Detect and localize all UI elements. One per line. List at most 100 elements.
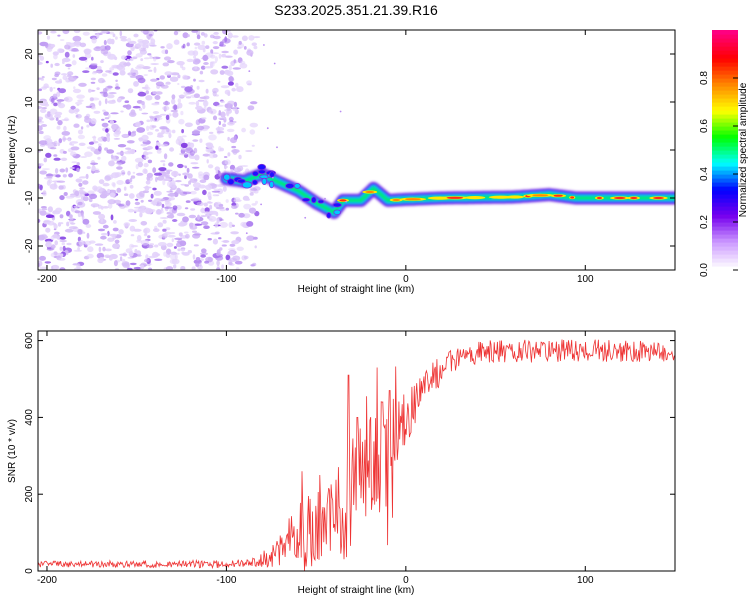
noise-blob	[231, 204, 238, 209]
noise-blob	[40, 233, 48, 240]
noise-blob	[40, 78, 44, 81]
noise-blob	[110, 233, 117, 237]
colorbar: 0.0 0.2 0.4 0.6 0.8 Normalized spectral ampl…	[699, 30, 749, 277]
noise-blob	[135, 121, 142, 128]
colorbar-cell	[712, 170, 738, 175]
noise-blob	[114, 129, 121, 135]
noise-blob	[88, 197, 93, 203]
noise-blob	[222, 38, 231, 44]
noise-blob	[53, 210, 57, 214]
noise-blob	[77, 236, 81, 242]
noise-blob	[144, 185, 150, 192]
noise-blob	[45, 173, 54, 177]
noise-blob	[112, 243, 121, 250]
noise-blob	[200, 221, 209, 226]
noise-blob	[166, 43, 173, 50]
noise-blob	[69, 214, 73, 219]
noise-blob	[191, 30, 199, 33]
noise-blob	[227, 102, 231, 109]
noise-blob	[205, 88, 209, 94]
snr-x-tick-label: 0	[403, 575, 409, 586]
noise-blob	[107, 199, 116, 205]
ridge-peak	[570, 196, 575, 199]
noise-blob	[60, 157, 68, 161]
noise-blob	[109, 233, 112, 236]
noise-blob	[188, 214, 197, 219]
heatmap-y-tick-label: -20	[24, 238, 35, 253]
noise-blob	[50, 63, 53, 68]
snr-series-line	[38, 339, 675, 571]
noise-blob	[41, 76, 45, 79]
noise-blob	[182, 74, 188, 80]
noise-blob	[205, 214, 212, 218]
noise-blob	[92, 211, 101, 215]
colorbar-cell	[712, 158, 738, 163]
noise-blob	[245, 150, 253, 152]
noise-blob	[77, 228, 83, 235]
colorbar-cell	[712, 70, 738, 75]
noise-blob	[45, 214, 55, 218]
heatmap-x-tick-label: 100	[577, 274, 594, 285]
noise-blob	[151, 125, 157, 128]
noise-blob	[108, 203, 113, 209]
noise-blob	[108, 114, 111, 119]
noise-blob	[232, 148, 238, 155]
snr-x-tick-label: 100	[577, 575, 594, 586]
noise-blob	[119, 253, 128, 256]
noise-blob	[228, 221, 233, 228]
ridge-blob	[301, 197, 311, 202]
noise-blob	[50, 147, 57, 150]
noise-blob	[148, 255, 156, 259]
noise-blob	[203, 202, 208, 207]
noise-blob	[239, 63, 248, 69]
noise-blob	[202, 54, 209, 62]
noise-blob	[185, 147, 194, 154]
noise-blob	[191, 266, 196, 270]
noise-blob	[160, 46, 165, 49]
noise-blob	[207, 238, 212, 241]
noise-blob	[97, 77, 105, 84]
noise-blob	[145, 254, 149, 260]
noise-blob	[133, 228, 142, 232]
noise-blob	[41, 107, 48, 110]
noise-blob	[98, 179, 105, 185]
noise-blob	[119, 35, 128, 40]
noise-blob	[164, 174, 171, 179]
noise-blob	[234, 260, 243, 265]
colorbar-cell	[712, 142, 738, 147]
noise-blob	[129, 225, 136, 232]
noise-blob	[59, 39, 65, 41]
noise-blob	[214, 231, 220, 235]
noise-blob	[170, 182, 176, 189]
noise-blob	[203, 225, 210, 229]
noise-blob	[164, 71, 173, 76]
noise-blob	[58, 138, 63, 144]
heatmap-noise-layer	[38, 30, 261, 270]
noise-blob	[148, 69, 153, 72]
noise-blob	[38, 260, 43, 267]
noise-blob	[243, 255, 249, 260]
noise-blob	[165, 266, 174, 270]
noise-blob	[227, 152, 231, 157]
noise-blob	[176, 242, 183, 248]
noise-blob	[143, 57, 151, 60]
ridge-blob	[241, 181, 253, 189]
noise-blob	[128, 179, 132, 183]
ridge-peak	[392, 198, 401, 202]
noise-blob	[88, 88, 92, 93]
noise-blob	[60, 253, 64, 258]
noise-blob	[59, 246, 63, 251]
ridge-peak	[630, 196, 638, 200]
noise-blob	[84, 151, 93, 157]
noise-blob	[57, 34, 61, 37]
noise-blob	[221, 244, 227, 247]
noise-blob	[176, 252, 180, 255]
noise-blob	[136, 127, 146, 133]
noise-blob	[47, 206, 54, 213]
noise-blob	[114, 86, 121, 90]
noise-blob	[141, 101, 145, 106]
noise-blob	[62, 174, 67, 178]
noise-blob	[54, 168, 59, 174]
noise-blob	[96, 33, 100, 39]
noise-blob	[222, 186, 227, 192]
